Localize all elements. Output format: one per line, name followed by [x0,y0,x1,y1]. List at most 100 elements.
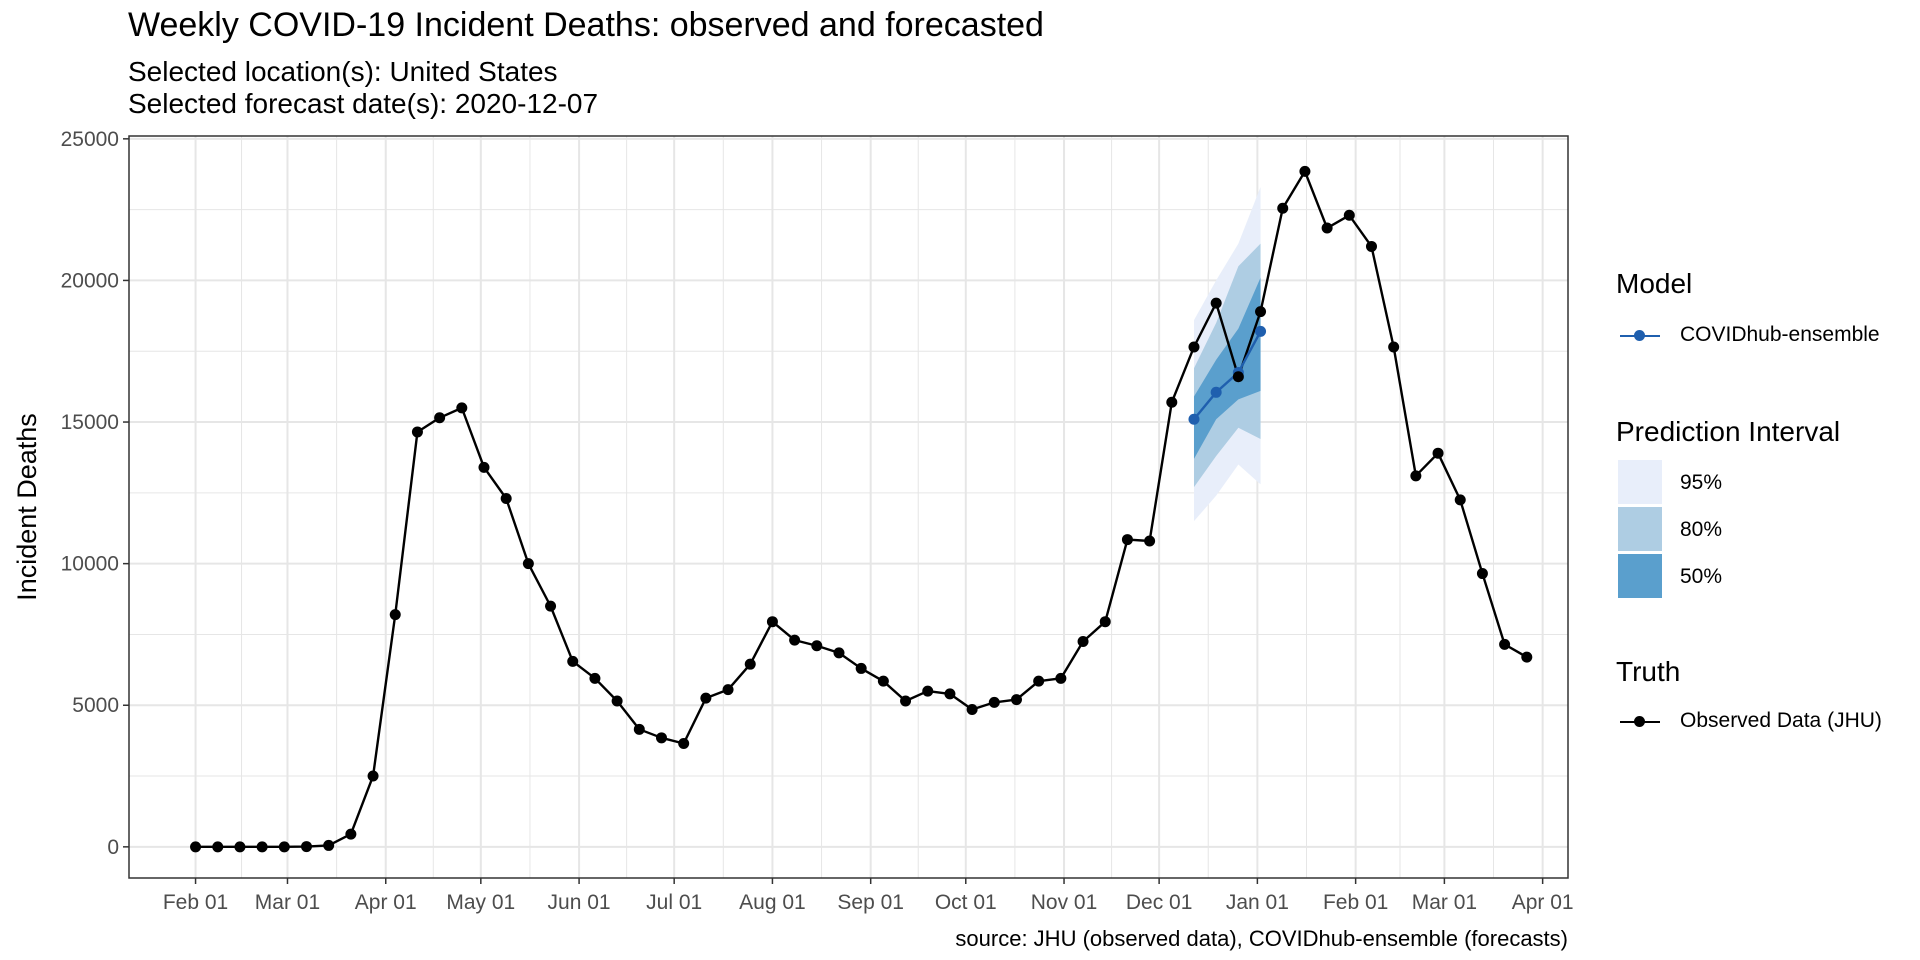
truth-point [1499,638,1511,650]
x-tick-label: Jul 01 [646,891,702,914]
legend-truth-title: Truth [1616,656,1681,687]
truth-point [1121,534,1133,546]
truth-point [478,461,490,473]
y-tick-label: 5000 [72,694,119,717]
y-axis-label: Incident Deaths [12,413,42,601]
truth-point [545,600,557,612]
truth-point [1077,636,1089,648]
forecast-point [1210,386,1222,398]
truth-point [278,841,290,853]
forecast-point [1188,413,1200,425]
x-tick-label: Mar 01 [1412,891,1477,914]
truth-point [1232,371,1244,383]
series-lines [195,170,1528,849]
y-tick-label: 15000 [61,411,119,434]
truth-point [1144,535,1156,547]
truth-point [833,647,845,659]
x-tick-label: Jun 01 [548,891,611,914]
axes: 0 5000 10000 15000 20000 25000 Feb 01 Mar 01 Apr… [61,128,1574,914]
truth-point [567,655,579,667]
legend-model-label: COVIDhub-ensemble [1680,323,1880,346]
legend-swatch-80 [1618,507,1662,551]
legend-swatch-50 [1618,554,1662,598]
grid-minor [129,136,1568,878]
x-tick-label: Nov 01 [1031,891,1098,914]
truth-point [389,609,401,621]
truth-point [1299,165,1311,177]
truth-point [655,732,667,744]
x-tick-label: Sep 01 [837,891,904,914]
truth-point [1033,675,1045,687]
legend-interval-50: 50% [1680,565,1723,588]
x-tick-label: May 01 [446,891,515,914]
truth-point [190,841,202,853]
x-tick-label: Apr 01 [355,891,417,914]
truth-point [1188,341,1200,353]
truth-point [944,688,956,700]
truth-point [1099,616,1111,628]
truth-point [1321,222,1333,234]
truth-point [589,672,601,684]
x-tick-label: Apr 01 [1512,891,1574,914]
chart-title: Weekly COVID-19 Incident Deaths: observe… [128,6,1044,44]
legend-forecast-point [1634,330,1645,341]
truth-point [1476,568,1488,580]
truth-point [234,841,246,853]
x-tick-label: Dec 01 [1126,891,1193,914]
legend-swatch-95 [1618,460,1662,504]
forecast-point [1255,325,1267,337]
series-points [190,165,1533,853]
chart-subtitle-forecast-date: Selected forecast date(s): 2020-12-07 [128,88,599,119]
truth-point [345,828,357,840]
truth-point [988,696,1000,708]
y-tick-label: 20000 [61,269,119,292]
prediction-interval-bands [1193,186,1261,522]
truth-point [411,426,423,438]
x-tick-label: Aug 01 [739,891,806,914]
truth-point [1521,651,1533,663]
truth-line [195,170,1528,849]
truth-point [811,640,823,652]
truth-point [766,616,778,628]
truth-point [1166,396,1178,408]
truth-point [678,737,690,749]
truth-point [1255,306,1267,318]
truth-point [922,685,934,697]
truth-point [633,723,645,735]
truth-point [1432,447,1444,459]
truth-point [256,841,268,853]
truth-point [1010,694,1022,706]
y-tick-label: 10000 [61,553,119,576]
truth-point [1410,470,1422,482]
chart-subtitle-location: Selected location(s): United States [128,56,558,87]
x-tick-label: Feb 01 [1323,891,1388,914]
x-tick-label: Jan 01 [1226,891,1289,914]
truth-point [1365,240,1377,252]
truth-point [722,684,734,696]
truth-point [300,841,312,853]
truth-point [1343,209,1355,221]
truth-point [744,658,756,670]
truth-point [434,412,446,424]
forecast-line [1193,330,1262,420]
truth-point [900,695,912,707]
legend-model-title: Model [1616,268,1693,299]
truth-point [611,695,623,707]
y-tick-label: 25000 [61,128,119,151]
truth-point [456,402,468,414]
truth-point [212,841,224,853]
legend-truth-point [1634,716,1645,727]
interval-band-50 [1193,277,1261,459]
source-caption: source: JHU (observed data), COVIDhub-en… [955,926,1568,951]
truth-point [855,662,867,674]
legend-interval-title: Prediction Interval [1616,416,1841,447]
truth-point [1055,672,1067,684]
truth-point [1454,494,1466,506]
truth-point [1277,202,1289,214]
truth-point [522,558,534,570]
legend-interval-80: 80% [1680,518,1723,541]
truth-point [323,839,335,851]
grid-major [129,136,1568,878]
truth-point [500,493,512,505]
